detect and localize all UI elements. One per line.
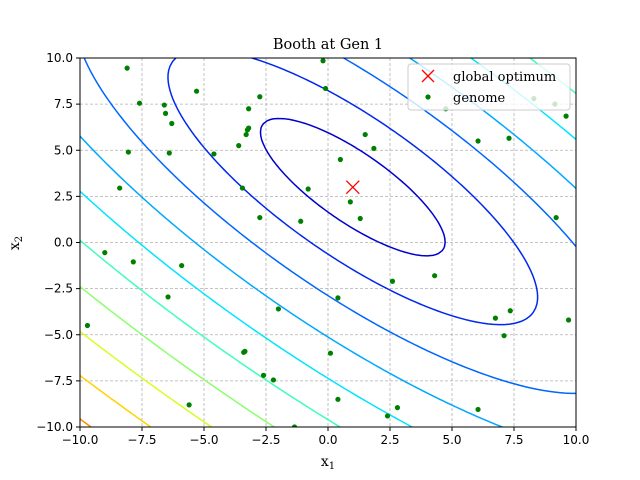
genome-point xyxy=(84,322,91,329)
genome-point xyxy=(161,102,167,108)
contour-line xyxy=(80,330,213,427)
x-tick-label: 2.5 xyxy=(380,433,399,447)
genome-point xyxy=(347,199,353,205)
genome-point xyxy=(362,131,368,138)
genome-point xyxy=(565,317,572,323)
y-tick-label: −2.5 xyxy=(44,282,73,296)
y-tick-label: 0.0 xyxy=(54,236,73,250)
legend-label-genome: genome xyxy=(453,91,506,106)
genome-point xyxy=(327,350,334,356)
genome-point xyxy=(136,100,143,106)
genome-point xyxy=(166,150,172,156)
legend: global optimum genome xyxy=(407,63,571,111)
y-axis-title: x2 xyxy=(7,236,25,250)
genome-point xyxy=(507,308,513,314)
genome-point xyxy=(211,151,217,157)
genome-point xyxy=(291,424,298,427)
x-tick-label: −2.5 xyxy=(251,433,280,447)
legend-label-global-optimum: global optimum xyxy=(453,70,556,85)
genome-point xyxy=(335,295,341,301)
genome-point xyxy=(260,372,267,378)
genome-point xyxy=(320,58,326,64)
global-optimum-point xyxy=(345,180,360,195)
genome-point xyxy=(492,315,498,321)
global-optimum-marker xyxy=(345,180,360,195)
genome-point xyxy=(239,185,246,191)
x-tick-label: −5.0 xyxy=(189,433,218,447)
contour-line xyxy=(80,374,152,427)
genome-point xyxy=(337,156,343,163)
x-axis-title: x1 xyxy=(321,454,335,472)
x-tick-label: −10.0 xyxy=(62,433,99,447)
genome-point xyxy=(236,143,242,149)
genome-point xyxy=(432,273,438,279)
genome-point xyxy=(257,214,263,221)
genome-point xyxy=(179,262,185,269)
genome-point xyxy=(165,294,171,300)
contour-line xyxy=(259,117,446,257)
y-tick-label: 7.5 xyxy=(54,97,73,111)
genome-point xyxy=(389,278,396,284)
genome-point xyxy=(117,185,123,191)
genome-point xyxy=(384,413,391,419)
contour-line xyxy=(80,285,275,427)
genome-point xyxy=(357,215,363,222)
y-ticks: −10.0 −7.5 −5.0 −2.5 0.0 2.5 5.0 7.5 10.0 xyxy=(36,51,80,434)
x-ticks: −10.0 −7.5 −5.0 −2.5 0.0 2.5 5.0 7.5 10.0 xyxy=(62,427,590,447)
genome-point xyxy=(193,88,200,94)
genome-point xyxy=(371,145,377,152)
x-tick-label: 5.0 xyxy=(442,433,461,447)
genome-point xyxy=(298,218,304,224)
genome-point xyxy=(305,186,311,192)
genome-point xyxy=(270,377,277,383)
genome-point xyxy=(124,65,130,71)
genome-point xyxy=(246,106,252,112)
contour-line xyxy=(167,58,539,326)
genome-point xyxy=(394,405,401,411)
genome-point xyxy=(130,259,136,265)
y-tick-label: 2.5 xyxy=(54,189,73,203)
contour-lines xyxy=(80,58,576,427)
genome-point xyxy=(506,135,512,141)
genome-point xyxy=(501,333,507,339)
x-tick-label: 7.5 xyxy=(504,433,523,447)
y-tick-label: −10.0 xyxy=(36,420,73,434)
genome-point xyxy=(246,125,252,131)
genome-point xyxy=(125,149,131,155)
genome-point xyxy=(275,306,281,312)
genome-point xyxy=(243,131,249,138)
y-tick-label: 5.0 xyxy=(54,143,73,157)
legend-box xyxy=(407,63,571,111)
y-tick-label: −5.0 xyxy=(44,328,73,342)
genome-point xyxy=(563,113,569,119)
contour-line xyxy=(83,58,576,395)
legend-optimum-marker xyxy=(421,69,435,83)
genome-point xyxy=(162,110,169,116)
genome-point xyxy=(475,406,481,413)
x-tick-label: 10.0 xyxy=(563,433,590,447)
y-tick-label: −7.5 xyxy=(44,374,73,388)
genome-point xyxy=(102,250,108,256)
genome-point xyxy=(242,348,248,354)
genome-point xyxy=(257,94,263,100)
genome-point xyxy=(322,85,329,92)
x-tick-label: −7.5 xyxy=(127,433,156,447)
legend-genome-marker xyxy=(425,94,431,100)
chart-title: Booth at Gen 1 xyxy=(273,37,383,53)
genome-point xyxy=(335,396,341,402)
genome-point xyxy=(169,120,175,127)
genome-point xyxy=(475,138,481,144)
genome-point xyxy=(553,214,559,221)
x-tick-label: 0.0 xyxy=(318,433,337,447)
y-tick-label: 10.0 xyxy=(46,51,73,65)
genome-point xyxy=(186,402,192,408)
contour-line xyxy=(80,418,92,427)
